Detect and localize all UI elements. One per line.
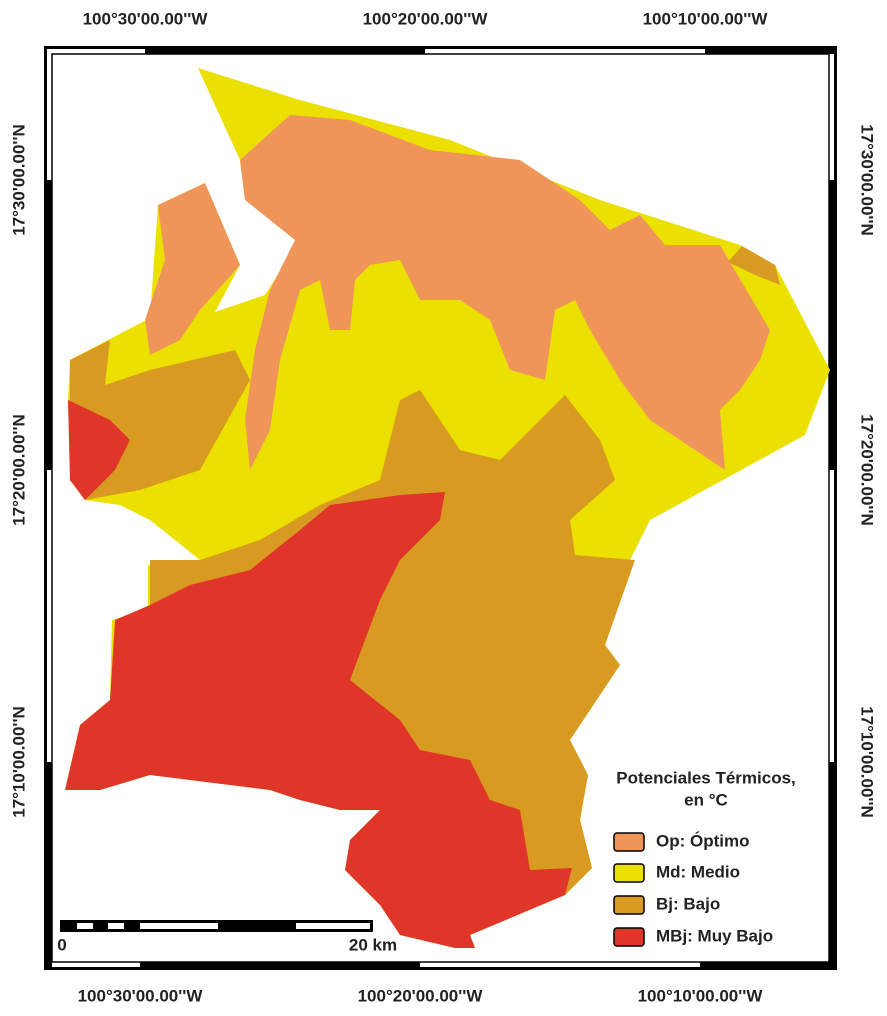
grid-label: 17°20'00.00''N [858,414,877,526]
grid-label: 100°30'00.00''W [83,9,209,28]
grid-label: 100°30'00.00''W [78,986,204,1005]
legend-label: Md: Medio [656,862,740,881]
legend-swatch [613,863,645,883]
legend-title: en °C [684,790,728,809]
grid-label: 100°20'00.00''W [358,986,484,1005]
grid-label: 17°30'00.00''N [858,124,877,236]
frame-segments [44,46,837,970]
legend: Op: Óptimo Md: Medio Bj: Bajo MBj: Muy Bajo [613,831,773,947]
zone-bajo [150,390,635,900]
grid-label: 17°10'00.00''N [858,706,877,818]
scale-bar [60,920,373,932]
grid-label: 100°10'00.00''W [638,986,764,1005]
legend-swatch [613,895,645,915]
legend-label: MBj: Muy Bajo [656,926,773,945]
zone-muy-bajo [68,400,130,500]
legend-swatch [613,832,645,852]
grid-label: 100°20'00.00''W [363,9,489,28]
legend-label: Op: Óptimo [656,831,749,850]
scale-start: 0 [57,935,66,954]
scale-end: 20 km [349,935,397,954]
zone-optimo [145,183,240,355]
zone-optimo [240,115,770,470]
zone-bajo [728,246,780,285]
grid-label: 100°10'00.00''W [643,9,769,28]
zone-muy-bajo [65,492,572,948]
grid-label: 17°20'00.00''N [9,414,28,526]
grid-label: 17°30'00.00''N [9,124,28,236]
legend-swatch [613,927,645,947]
legend-label: Bj: Bajo [656,894,720,913]
legend-title: Potenciales Térmicos, [616,768,796,787]
grid-label: 17°10'00.00''N [9,706,28,818]
